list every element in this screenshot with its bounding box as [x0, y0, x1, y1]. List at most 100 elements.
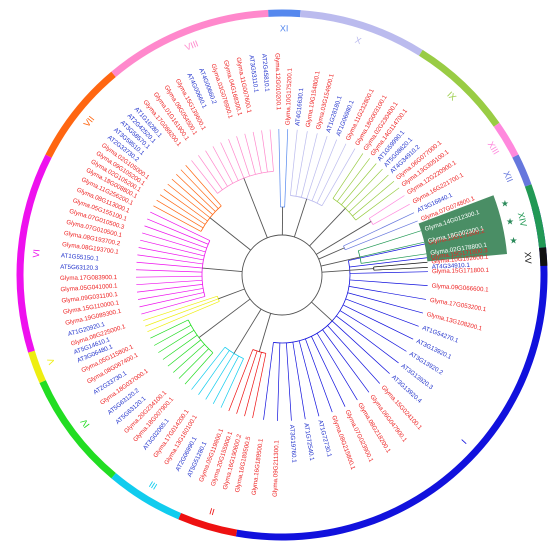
highlight-region — [418, 195, 508, 262]
branch-terminal — [322, 329, 370, 393]
clade-arc-xiv — [524, 184, 547, 248]
branch-terminal — [167, 183, 211, 219]
clade-label-v: V — [45, 357, 56, 366]
branch-terminal — [185, 165, 222, 207]
branch-terminal — [336, 315, 399, 364]
branch-terminal — [143, 295, 218, 321]
branch-terminal — [361, 253, 427, 264]
branch-terminal — [198, 350, 230, 395]
branch-terminal — [348, 174, 389, 213]
branch-terminal — [159, 194, 206, 225]
branch-terminal — [144, 225, 207, 249]
branch-terminal — [137, 254, 203, 265]
branch-terminal — [348, 286, 426, 300]
branch-terminal — [373, 267, 428, 271]
leaf-label: AT3G53110.1 — [247, 55, 259, 94]
branch-terminal — [339, 310, 407, 352]
branch-terminal — [158, 330, 195, 353]
branch-internal — [198, 298, 251, 338]
leaf-label: Glyma.12G010200.1 — [274, 53, 282, 111]
branch-terminal — [163, 189, 208, 222]
clade-label-xii: XII — [501, 170, 515, 184]
branch-terminal — [292, 342, 306, 420]
branch-clade-arc — [224, 346, 244, 359]
star-markers: ★ ★ ★ — [501, 198, 518, 245]
branch-terminal — [332, 153, 364, 199]
branch-terminal — [331, 320, 390, 374]
branch-terminal — [345, 298, 419, 327]
branch-terminal — [311, 336, 346, 407]
leaf-label: AT5G63120.3 — [60, 264, 99, 272]
branch-terminal — [140, 239, 205, 257]
branch-terminal — [261, 130, 268, 173]
branch-terminal — [138, 247, 204, 261]
branch-internal — [258, 313, 272, 352]
branch-terminal — [252, 353, 267, 419]
branch-terminal — [139, 292, 205, 308]
leaf-label: Glyma.10G175200.1 — [285, 67, 294, 125]
branch-terminal — [236, 136, 250, 177]
clade-arc-vii — [45, 71, 116, 158]
branch-terminal — [355, 187, 400, 221]
branch-terminal — [228, 349, 254, 412]
branch-terminal — [252, 131, 262, 174]
branch-terminal — [284, 129, 289, 208]
branch-terminal — [191, 346, 226, 390]
leaf-label: AT1G72540.1 — [302, 423, 315, 462]
clade-label-x: X — [354, 35, 363, 46]
branch-terminal — [205, 353, 235, 400]
leaf-label: AT4G34910.1 — [432, 262, 471, 271]
branch-terminal — [136, 269, 203, 273]
branch-terminal — [290, 129, 298, 196]
leaf-label: Glyma.16G189500.1 — [251, 438, 265, 496]
leaf-label: Glyma.15G024100.1 — [380, 384, 424, 432]
branch-terminal — [349, 257, 428, 268]
branch-terminal — [162, 334, 198, 360]
branch-terminal — [180, 169, 219, 209]
branch-terminal — [220, 142, 239, 181]
tree-branches — [136, 129, 428, 421]
leaf-label: AT4G16630.1 — [294, 87, 305, 126]
clade-label-xiii: XIII — [486, 140, 502, 157]
branch-terminal — [316, 333, 358, 401]
clade-arc-vi — [16, 154, 52, 353]
clade-arc-x — [300, 10, 423, 56]
branch-terminal — [136, 261, 203, 269]
branch-terminal — [173, 344, 205, 373]
branch-internal — [321, 268, 374, 273]
branch-terminal — [228, 139, 245, 179]
highlight-box — [418, 195, 508, 262]
branch-terminal — [147, 301, 220, 332]
branch-terminal — [153, 324, 192, 346]
branch-terminal — [345, 220, 418, 251]
branch-terminal — [278, 129, 281, 208]
branch-terminal — [263, 342, 274, 420]
branch-terminal — [244, 352, 262, 417]
clade-arc-ix — [418, 49, 500, 127]
branch-terminal — [150, 211, 210, 241]
clade-label-ix: IX — [445, 90, 458, 103]
clade-arc-xv — [539, 247, 548, 266]
branch-terminal — [156, 199, 204, 229]
branch-terminal — [212, 146, 234, 184]
leaf-label: AT2G45810.1 — [260, 53, 270, 92]
branch-terminal — [336, 158, 370, 202]
branch-terminal — [359, 241, 425, 258]
branch-internal — [233, 308, 262, 354]
clade-arc-i — [235, 206, 548, 541]
branch-terminal — [184, 352, 214, 385]
clade-label-xv: XV — [523, 251, 534, 264]
branch-terminal — [150, 319, 189, 339]
clade-arc-viii — [111, 9, 269, 77]
clade-label-xiv: XIV — [516, 211, 529, 227]
leaf-label: Glyma.09G066600.1 — [431, 283, 489, 294]
branch-terminal — [305, 338, 333, 413]
branch-terminal — [298, 340, 320, 417]
leaf-labels: Glyma.15G171800.2Glyma.15G171800.3Glyma.… — [60, 53, 490, 497]
branch-terminal — [342, 304, 414, 340]
branch-terminal — [358, 230, 422, 252]
branch-internal — [320, 256, 361, 267]
clade-label-iv: IV — [78, 417, 91, 430]
clade-color-ring — [16, 9, 548, 541]
